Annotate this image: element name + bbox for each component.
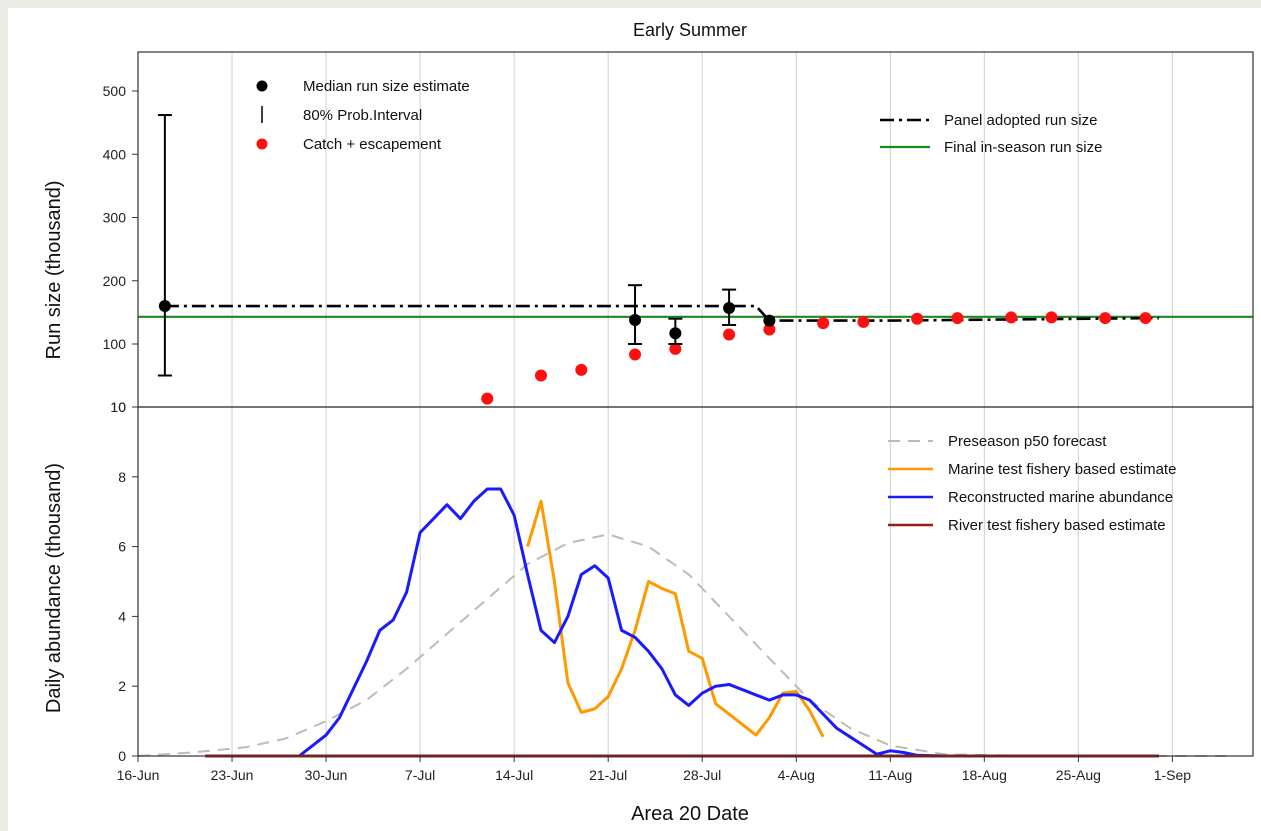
x-tick-label: 18-Aug <box>962 767 1007 783</box>
top-y-tick-label: 100 <box>103 336 127 352</box>
top-panel-legend-left: Median run size estimate 80% Prob.Interva… <box>256 78 470 153</box>
catch-escapement-point <box>911 312 924 325</box>
bottom-y-tick-label: 8 <box>118 469 126 485</box>
top-panel-marks <box>138 114 1253 405</box>
run-size-chart: Early Summer 10 100 200 300 400 500 0 2 4 6 8 10 1… <box>43 20 1254 825</box>
top-y-tick-label: 10 <box>110 399 126 415</box>
x-axis-title: Area 20 Date <box>631 803 749 825</box>
x-tick-label: 28-Jul <box>683 767 721 783</box>
top-panel-grid <box>137 52 1173 407</box>
bottom-y-tick-label: 0 <box>118 748 126 764</box>
median-run-size-point <box>723 301 736 314</box>
top-panel-frame <box>137 51 1254 408</box>
bottom-y-tick-label: 2 <box>118 678 126 694</box>
x-tick-label: 4-Aug <box>778 767 815 783</box>
bottom-panel-legend: Preseason p50 forecast Marine test fisher… <box>888 433 1176 534</box>
catch-escapement-point <box>1005 311 1018 324</box>
catch-escapement-point <box>1139 312 1152 325</box>
median-run-size-point <box>158 300 171 313</box>
top-y-tick-label: 300 <box>103 210 127 226</box>
legend-label: Marine test fishery based estimate <box>948 461 1176 478</box>
bottom-panel-y-axis-title: Daily abundance (thousand) <box>43 463 65 713</box>
x-tick-label: 21-Jul <box>589 767 627 783</box>
legend-label: Panel adopted run size <box>944 112 1097 129</box>
bottom-y-tick-label: 6 <box>118 539 126 555</box>
x-tick-label: 23-Jun <box>211 767 254 783</box>
chart-title: Early Summer <box>633 20 747 40</box>
x-tick-label: 25-Aug <box>1056 767 1101 783</box>
catch-escapement-point <box>763 323 776 336</box>
legend-label: Reconstructed marine abundance <box>948 489 1173 506</box>
top-y-tick-label: 500 <box>103 83 127 99</box>
series-line-reconstructed-marine-abundance <box>298 487 1146 758</box>
catch-escapement-point <box>1099 312 1112 325</box>
top-panel-y-axis-title: Run size (thousand) <box>43 181 65 360</box>
median-run-size-point <box>669 327 682 340</box>
catch-escapement-point <box>481 392 494 405</box>
catch-escapement-point <box>1045 311 1058 324</box>
bottom-panel-frame <box>137 406 1254 757</box>
catch-escapement-point <box>575 363 588 376</box>
x-tick-label: 7-Jul <box>405 767 435 783</box>
legend-label: Final in-season run size <box>944 139 1102 156</box>
bottom-y-tick-label: 10 <box>110 399 126 415</box>
legend-catch-symbol <box>256 138 268 150</box>
top-y-tick-label: 200 <box>103 273 127 289</box>
legend-label: Catch + escapement <box>303 136 442 153</box>
x-tick-label: 14-Jul <box>495 767 533 783</box>
median-run-size-point <box>763 314 776 327</box>
catch-escapement-point <box>723 328 736 341</box>
x-tick-label: 30-Jun <box>305 767 348 783</box>
catch-escapement-point <box>669 342 682 355</box>
series-line-marine-test-fishery-based-estimate <box>526 499 825 738</box>
legend-label: 80% Prob.Interval <box>303 107 422 124</box>
top-panel-legend-right: Panel adopted run size Final in-season ru… <box>880 112 1102 156</box>
x-tick-label: 11-Aug <box>868 767 912 783</box>
legend-label: River test fishery based estimate <box>948 517 1166 534</box>
series-line-preseason-p50-forecast <box>137 533 1227 757</box>
top-y-tick-label: 400 <box>103 146 127 162</box>
x-tick-label: 16-Jun <box>117 767 160 783</box>
catch-escapement-point <box>535 369 548 382</box>
legend-label: Preseason p50 forecast <box>948 433 1107 450</box>
panel-adopted-run-size-line <box>164 304 1159 322</box>
catch-escapement-point <box>857 315 870 328</box>
bottom-panel-grid <box>137 407 1173 756</box>
catch-escapement-point <box>629 348 642 361</box>
legend-median-symbol <box>256 80 268 92</box>
x-tick-label: 1-Sep <box>1154 767 1192 783</box>
figure-frame: Early Summer 10 100 200 300 400 500 0 2 4 6 8 10 1… <box>8 8 1261 831</box>
median-run-size-point <box>629 313 642 326</box>
x-axis: 16-Jun 23-Jun 30-Jun 7-Jul 14-Jul 21-Jul 28-Ju… <box>117 756 1192 783</box>
catch-escapement-point <box>951 312 964 325</box>
bottom-panel-y-axis: 0 2 4 6 8 10 <box>110 399 138 764</box>
legend-label: Median run size estimate <box>303 78 470 95</box>
catch-escapement-point <box>817 317 830 330</box>
bottom-y-tick-label: 4 <box>118 608 126 624</box>
top-panel-y-axis: 10 100 200 300 400 500 <box>103 83 138 415</box>
